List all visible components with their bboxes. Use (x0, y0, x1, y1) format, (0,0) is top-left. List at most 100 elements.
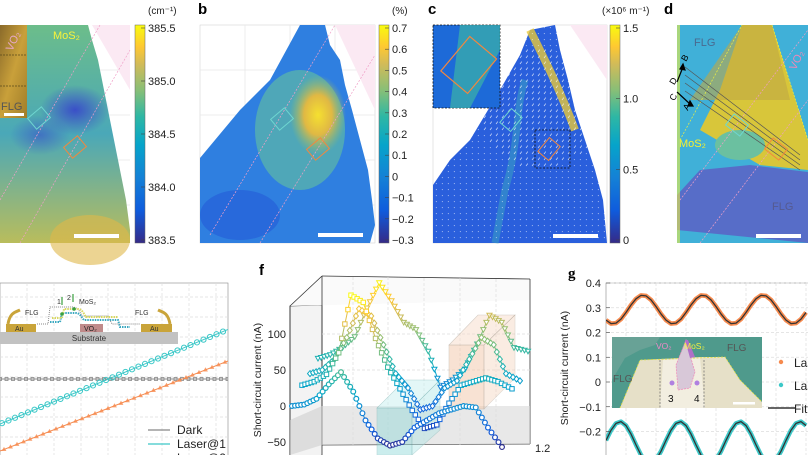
device-schematic: Substrate Au Au VO₂ FLG FLG MoS₂ 1 2 (0, 294, 178, 344)
data-point (8, 444, 13, 449)
vector-arrow (525, 91, 529, 95)
vector-arrow (519, 121, 523, 125)
vector-arrow (465, 212, 467, 215)
vector-arrow (465, 176, 467, 179)
data-point (125, 398, 130, 403)
data-point (167, 350, 175, 357)
vector-arrow (519, 85, 523, 89)
vector-arrow (471, 146, 473, 149)
vector-arrow (459, 164, 461, 167)
data-point (430, 366, 438, 373)
vector-arrow (501, 182, 503, 185)
vector-arrow (549, 55, 553, 59)
vector-arrow (483, 206, 485, 209)
vector-arrow (573, 109, 577, 113)
data-point (161, 352, 168, 359)
label-flg: FLG (1, 101, 22, 113)
data-point (141, 377, 145, 381)
vector-arrow (519, 170, 521, 173)
vector-arrow (567, 79, 571, 83)
vector-arrow (465, 218, 467, 221)
vector-arrow (465, 200, 467, 203)
panel-label-g: g (568, 266, 576, 282)
data-point (347, 383, 354, 390)
data-point (96, 379, 103, 386)
direction-arrows (676, 62, 695, 107)
vector-arrow (519, 218, 521, 221)
fitting-line (606, 420, 807, 455)
data-point (147, 377, 152, 381)
vector-arrow (441, 236, 443, 239)
panel-f: f 100 50 0 −50 1.2 Short-circuit current (n… (252, 262, 550, 455)
vector-arrow (591, 200, 593, 203)
vector-arrow (501, 170, 503, 173)
vector-arrow (489, 200, 491, 203)
vector-arrow (579, 182, 581, 185)
label-d: D (667, 75, 679, 86)
laser-point-3 (669, 380, 675, 386)
vector-arrow (531, 170, 533, 173)
vector-arrow (537, 49, 541, 53)
vector-arrow (495, 224, 497, 227)
panel-c: c (×10⁶ m⁻¹) 1.5 1.0 0.5 0 (428, 1, 649, 247)
vector-arrow (525, 218, 527, 221)
vector-arrow (495, 188, 497, 191)
line-cuts (684, 66, 801, 171)
vector-arrow (561, 85, 565, 89)
vector-arrow (513, 121, 517, 125)
colorbar-ticks-c: 1.5 1.0 0.5 0 (616, 23, 638, 247)
vector-arrow (597, 206, 599, 209)
data-point (63, 377, 67, 381)
vector-arrow (561, 133, 565, 137)
data-point (356, 403, 363, 410)
vector-arrow (567, 164, 569, 167)
data-point (365, 421, 372, 428)
vector-arrow (507, 200, 509, 203)
vector-arrow (573, 218, 575, 221)
vector-arrow (555, 133, 559, 137)
vector-arrow (519, 91, 523, 95)
vector-arrow (573, 158, 575, 161)
vector-arrow (513, 145, 517, 149)
vector-arrow (519, 103, 523, 107)
vector-arrow (531, 85, 535, 89)
vector-arrow (543, 145, 547, 149)
data-point (466, 355, 473, 363)
vector-arrow (489, 230, 491, 233)
vector-arrow (537, 139, 541, 143)
vector-arrow (507, 139, 511, 143)
data-point (499, 362, 507, 371)
vector-arrow (501, 194, 503, 197)
data-point (371, 319, 378, 327)
vector-arrow (579, 200, 581, 203)
colorbar-unit-b: (%) (392, 6, 408, 17)
vector-arrow (555, 200, 557, 203)
vector-arrow (447, 194, 449, 197)
vector-arrow (507, 85, 511, 89)
vector-arrow (573, 182, 575, 185)
data-point (344, 378, 351, 385)
data-point (482, 319, 490, 327)
vector-arrow (453, 194, 455, 197)
data-point (56, 377, 61, 381)
vector-arrow (555, 67, 559, 71)
vector-arrow (549, 230, 551, 233)
vector-field (435, 26, 605, 239)
vector-arrow (591, 212, 593, 215)
colorbar-tick-label: 384.5 (148, 129, 176, 141)
vector-arrow (477, 152, 479, 155)
vector-arrow (519, 230, 521, 233)
vector-arrow (501, 212, 503, 215)
data-point (348, 337, 356, 344)
vector-arrow (471, 164, 473, 167)
vector-arrow (573, 230, 575, 233)
vector-arrow (573, 139, 577, 143)
vector-arrow (501, 91, 505, 95)
colorbar-tick-label: 0.4 (392, 87, 407, 99)
colorbar-tick-label: 385.0 (148, 76, 176, 88)
vector-arrow (573, 176, 575, 179)
vector-arrow (495, 236, 497, 239)
data-point (375, 342, 382, 349)
data-point (144, 390, 150, 395)
